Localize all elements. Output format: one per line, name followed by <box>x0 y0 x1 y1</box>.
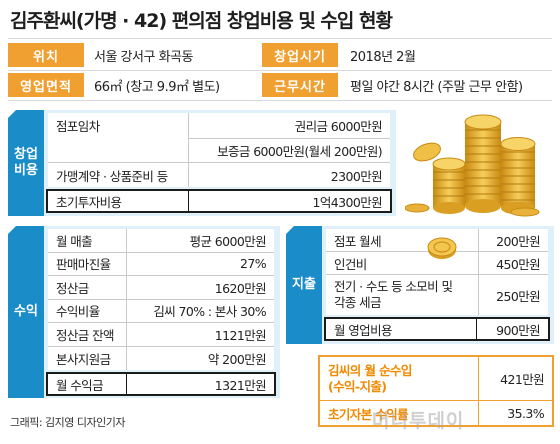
net-income-box: 김씨의 월 순수입 (수익-지출) 421만원 초기자본 수익률 35.3% <box>318 355 554 427</box>
table-row: 초기자본 수익률 35.3% <box>320 401 552 425</box>
row-value: 2300만원 <box>330 168 383 184</box>
info-value-location: 서울 강서구 화곡동 <box>94 49 193 65</box>
table-row: 본사지원금 약 200만원 <box>48 346 274 370</box>
row-label: 가맹계약 · 상품준비 등 <box>56 168 168 184</box>
info-label-start-date: 창업시기 <box>262 43 338 67</box>
table-row: 정산금 잔액 1121만원 <box>48 323 274 347</box>
row-label: 월 매출 <box>56 233 93 249</box>
expense-tab: 지출 <box>286 226 322 344</box>
row-label: 본사지원금 <box>56 351 111 367</box>
table-row: 가맹계약 · 상품준비 등 2300만원 <box>48 163 390 187</box>
row-value: 권리금 6000만원 <box>294 119 383 134</box>
row-value: 27% <box>240 256 267 272</box>
return-rate-label: 초기자본 수익률 <box>328 406 409 422</box>
table-row: 판매마진율 27% <box>48 252 274 276</box>
row-label: 전기 · 수도 등 소모비 및 각종 세금 <box>334 279 453 310</box>
row-value: 1억4300만원 <box>312 194 383 210</box>
info-label-hours: 근무시간 <box>262 73 338 97</box>
row-label: 인건비 <box>334 256 367 272</box>
info-label-location: 위치 <box>8 43 84 67</box>
coin-stack-icon <box>405 114 540 217</box>
row-value: 1321만원 <box>214 377 267 393</box>
table-row: 점포임차 권리금 6000만원 보증금 6000만원(월세 200만원) <box>48 113 390 163</box>
net-income-value: 421만원 <box>500 372 544 387</box>
coin-icon <box>427 237 457 259</box>
row-label: 수익비율 <box>56 304 100 320</box>
table-row: 월 매출 평균 6000만원 <box>48 229 274 253</box>
row-label: 월 영업비용 <box>334 322 392 338</box>
row-label: 월 수익금 <box>56 377 104 393</box>
page-title: 김주환씨(가명 · 42) 편의점 창업비용 및 수입 현황 <box>10 10 393 32</box>
income-total-row: 월 수익금 1321만원 <box>46 372 276 396</box>
row-label: 점포 월세 <box>334 233 382 249</box>
row-value: 보증금 6000만원(월세 200만원) <box>217 144 382 159</box>
income-tab: 수익 <box>8 226 44 398</box>
table-row: 전기 · 수도 등 소모비 및 각종 세금 250만원 <box>326 275 548 315</box>
row-value: 900만원 <box>496 322 540 338</box>
row-value: 1121만원 <box>214 327 267 343</box>
row-value: 김씨 70% : 본사 30% <box>153 304 266 320</box>
info-label-area: 영업면적 <box>8 73 84 97</box>
row-value: 450만원 <box>496 256 540 272</box>
startup-total-row: 초기투자비용 1억4300만원 <box>46 189 392 213</box>
table-row: 정산금 1620만원 <box>48 276 274 300</box>
info-value-area: 66㎡ (창고 9.9㎡ 별도) <box>94 79 220 95</box>
row-label: 정산금 잔액 <box>56 327 114 343</box>
row-value: 250만원 <box>496 288 540 304</box>
watermark: 머니투데이 <box>372 410 465 432</box>
row-label: 초기투자비용 <box>56 194 122 210</box>
row-value: 200만원 <box>496 233 540 249</box>
row-label: 점포임차 <box>56 119 100 134</box>
row-label: 정산금 <box>56 280 89 296</box>
row-label: 판매마진율 <box>56 257 111 273</box>
table-row: 인건비 450만원 <box>326 252 548 275</box>
table-row: 김씨의 월 순수입 (수익-지출) 421만원 <box>320 357 552 401</box>
table-row: 수익비율 김씨 70% : 본사 30% <box>48 299 274 323</box>
divider <box>8 100 552 101</box>
expense-total-row: 월 영업비용 900만원 <box>324 317 550 341</box>
row-value: 평균 6000만원 <box>189 233 267 249</box>
divider <box>8 70 552 71</box>
return-rate-value: 35.3% <box>507 405 544 421</box>
graphic-credit: 그래픽: 김지영 디자인기자 <box>10 416 126 429</box>
info-value-start-date: 2018년 2월 <box>350 49 416 65</box>
net-income-label: 김씨의 월 순수입 (수익-지출) <box>328 362 412 394</box>
divider <box>8 38 552 39</box>
row-value: 1620만원 <box>214 280 267 296</box>
startup-cost-table: 점포임차 권리금 6000만원 보증금 6000만원(월세 200만원) 가맹계… <box>48 113 390 187</box>
row-value: 약 200만원 <box>207 351 267 367</box>
income-table: 월 매출 평균 6000만원 판매마진율 27% 정산금 1620만원 수익비율… <box>48 229 274 370</box>
startup-cost-tab: 창업 비용 <box>8 110 44 216</box>
info-value-hours: 평일 야간 8시간 (주말 근무 안함) <box>350 79 523 95</box>
